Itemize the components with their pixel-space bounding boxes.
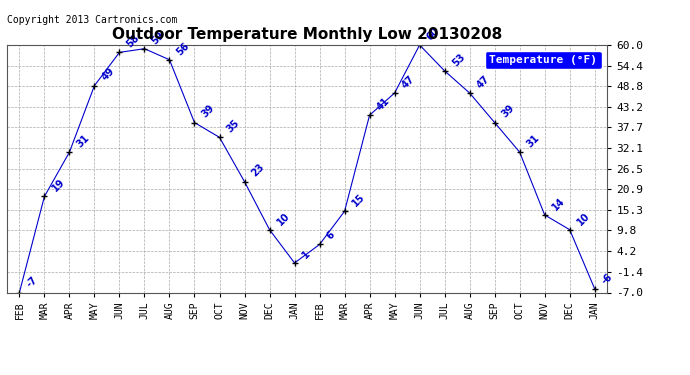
Text: 15: 15 [350,192,367,208]
Text: Copyright 2013 Cartronics.com: Copyright 2013 Cartronics.com [7,15,177,25]
Text: 59: 59 [150,29,167,46]
Text: 6: 6 [325,230,337,242]
Text: 39: 39 [500,103,517,120]
Text: 14: 14 [550,195,567,212]
Text: 41: 41 [375,96,392,112]
Text: 35: 35 [225,118,241,135]
Text: -6: -6 [600,272,615,286]
Text: 47: 47 [400,74,417,90]
Legend: Temperature (°F): Temperature (°F) [485,51,602,69]
Text: 23: 23 [250,162,267,179]
Title: Outdoor Temperature Monthly Low 20130208: Outdoor Temperature Monthly Low 20130208 [112,27,502,42]
Text: 1: 1 [300,248,312,260]
Text: 49: 49 [100,66,117,83]
Text: 60: 60 [425,26,442,42]
Text: 10: 10 [575,210,592,227]
Text: 39: 39 [200,103,217,120]
Text: -7: -7 [25,275,39,290]
Text: 47: 47 [475,74,492,90]
Text: 31: 31 [525,133,542,149]
Text: 56: 56 [175,40,192,57]
Text: 19: 19 [50,177,67,194]
Text: 58: 58 [125,33,141,50]
Text: 31: 31 [75,133,92,149]
Text: 10: 10 [275,210,292,227]
Text: 53: 53 [450,51,467,68]
